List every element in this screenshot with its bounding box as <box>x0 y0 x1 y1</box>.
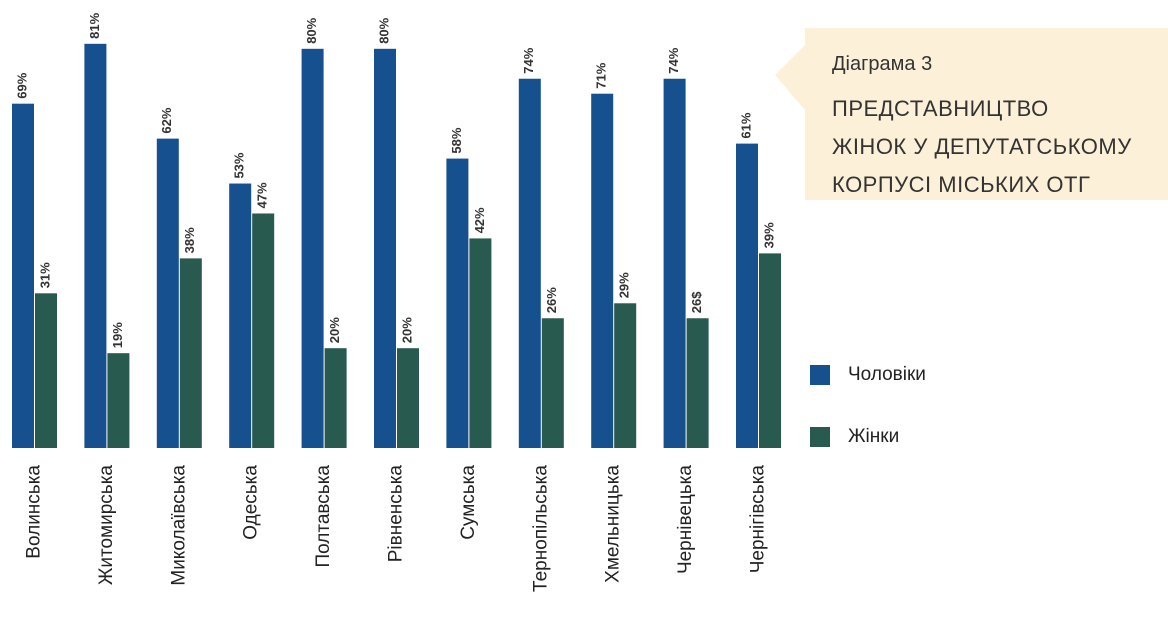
bar <box>736 143 758 449</box>
bar <box>469 238 492 448</box>
x-tick-label: Чернігівська <box>748 465 769 574</box>
value-label: 58% <box>449 127 464 153</box>
value-label: 80% <box>376 17 391 43</box>
value-label: 29% <box>617 272 632 298</box>
bar <box>541 318 564 448</box>
x-tick-label: Рівненська <box>386 465 407 563</box>
bar <box>686 318 709 448</box>
bar <box>518 78 541 449</box>
value-label: 39% <box>761 222 776 248</box>
x-tick-label: Тернопільська <box>530 465 551 592</box>
chart-caption: Діаграма 3 <box>832 53 932 75</box>
value-label: 53% <box>232 152 247 178</box>
value-label: 26$ <box>689 291 704 313</box>
bar <box>12 103 34 448</box>
value-label: 26% <box>544 287 559 313</box>
value-label: 19% <box>110 322 125 348</box>
x-tick-label: Чернівецька <box>675 465 696 574</box>
bar <box>759 253 781 448</box>
bar <box>35 293 57 448</box>
x-tick-label: Миколаївська <box>168 465 189 586</box>
value-label: 38% <box>182 227 197 253</box>
x-tick-label: Полтавська <box>313 465 334 568</box>
value-label: 80% <box>304 17 319 43</box>
value-label: 69% <box>14 72 29 98</box>
x-tick-label: Одеська <box>241 465 262 540</box>
bar <box>397 348 419 448</box>
bar <box>301 48 324 449</box>
value-label: 71% <box>594 62 609 88</box>
bar <box>252 213 275 448</box>
bar <box>229 183 252 448</box>
value-label: 47% <box>255 182 270 208</box>
chart-title: КОРПУСІ МІСЬКИХ ОТГ <box>832 172 1090 197</box>
bar <box>156 138 179 448</box>
legend-swatch <box>810 427 830 447</box>
value-label: 20% <box>327 317 342 343</box>
bar <box>446 158 469 448</box>
legend-label: Жінки <box>848 426 899 447</box>
chart-title: ЖІНОК У ДЕПУТАТСЬКОМУ <box>832 134 1132 159</box>
legend-swatch <box>810 365 830 385</box>
title-box <box>775 28 1168 200</box>
value-label: 20% <box>399 317 414 343</box>
x-tick-label: Житомирська <box>96 465 117 586</box>
bar <box>107 353 130 448</box>
x-tick-label: Волинська <box>24 465 45 559</box>
bar <box>179 258 202 448</box>
value-label: 74% <box>521 47 536 73</box>
x-tick-label: Сумська <box>458 465 479 540</box>
bar <box>614 303 637 448</box>
legend-label: Чоловіки <box>848 364 926 385</box>
bar <box>324 348 347 448</box>
value-label: 81% <box>87 12 102 38</box>
x-tick-label: Хмельницька <box>603 465 624 583</box>
bar <box>663 78 686 449</box>
value-label: 31% <box>37 262 52 288</box>
bar <box>84 43 107 449</box>
value-label: 42% <box>472 207 487 233</box>
value-label: 62% <box>159 107 174 133</box>
bar <box>374 48 396 449</box>
bar <box>591 93 614 449</box>
value-label: 61% <box>738 112 753 138</box>
value-label: 74% <box>666 47 681 73</box>
chart-title: ПРЕДСТАВНИЦТВО <box>832 96 1049 121</box>
